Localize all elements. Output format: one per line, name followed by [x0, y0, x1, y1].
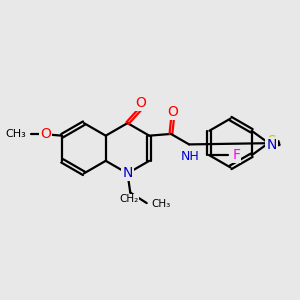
Text: CH₃: CH₃ — [6, 129, 27, 139]
Text: F: F — [232, 148, 240, 162]
Text: N: N — [266, 138, 277, 152]
Text: O: O — [40, 127, 51, 141]
Text: CH₃: CH₃ — [151, 199, 170, 209]
Text: O: O — [135, 96, 146, 110]
Text: S: S — [267, 134, 276, 148]
Text: NH: NH — [180, 150, 199, 163]
Text: N: N — [122, 167, 133, 180]
Text: CH₂: CH₂ — [119, 194, 138, 204]
Text: O: O — [167, 105, 178, 118]
